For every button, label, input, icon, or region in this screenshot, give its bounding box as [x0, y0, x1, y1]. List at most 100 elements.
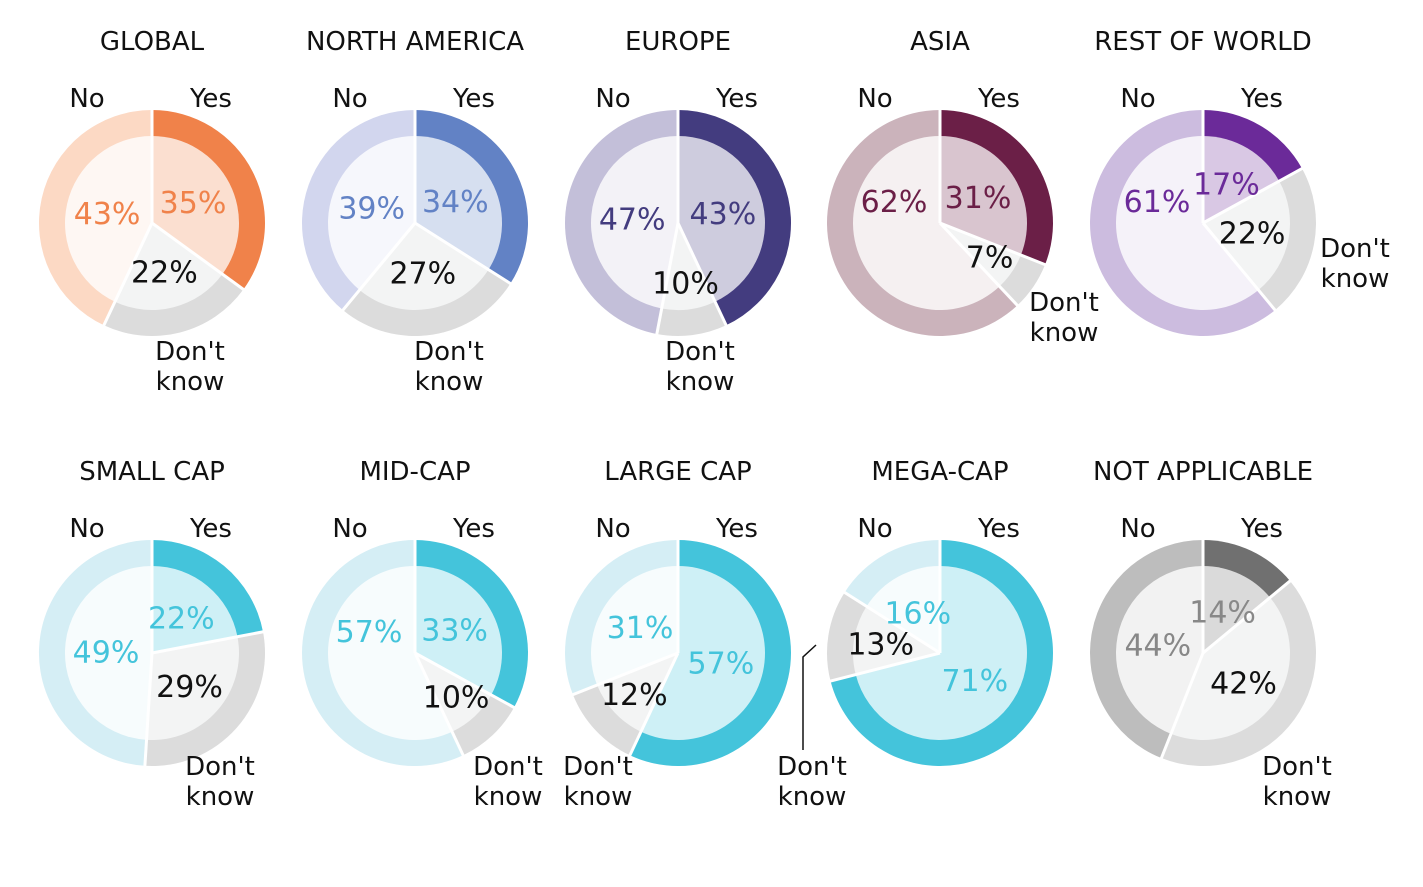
slice-inner-dont-know: [415, 653, 492, 732]
value-label-no: 47%: [599, 203, 666, 238]
value-label-dont-know: 13%: [847, 628, 914, 663]
slice-separator: [655, 222, 680, 336]
category-label-dont-know: Don't know: [1029, 288, 1099, 348]
slice-separator: [1201, 222, 1277, 312]
value-label-no: 57%: [336, 615, 403, 650]
chart-title: MEGA-CAP: [871, 457, 1008, 487]
category-label-no: No: [332, 84, 367, 114]
value-label-no: 62%: [861, 185, 928, 220]
slice-separator: [842, 590, 941, 655]
chart-title: ASIA: [910, 27, 970, 57]
slice-inner-no: [590, 566, 678, 686]
category-label-dont-know: Don't know: [563, 752, 633, 812]
chart-title: REST OF WORLD: [1094, 27, 1312, 57]
pie-small-cap: 22% 29% 49% SMALL CAP Yes No Don't know: [38, 457, 266, 812]
pie-europe: 43% 10% 47% EUROPE Yes No Don't know: [564, 27, 792, 397]
slice-separator: [414, 651, 516, 710]
value-label-yes: 43%: [690, 197, 757, 232]
category-label-no: No: [1120, 514, 1155, 544]
category-label-dont-know: Don't know: [414, 337, 484, 397]
category-label-yes: Yes: [1240, 514, 1283, 544]
pie-global: 35% 22% 43% GLOBAL Yes No Don't know: [38, 27, 266, 397]
value-label-dont-know: 10%: [423, 681, 490, 716]
value-label-no: 43%: [74, 197, 141, 232]
value-label-no: 49%: [73, 636, 140, 671]
slice-separator: [341, 222, 417, 312]
pie-large-cap: 57% 12% 31% LARGE CAP Yes No Don't know: [563, 457, 791, 812]
category-label-dont-know: Don't know: [473, 752, 543, 812]
value-label-no: 16%: [884, 597, 951, 632]
slice-inner-no: [866, 566, 940, 653]
value-label-yes: 14%: [1189, 595, 1256, 630]
pie-not-applicable: 14% 42% 44% NOT APPLICABLE Yes No Don't know: [1090, 457, 1332, 812]
chart-title: SMALL CAP: [79, 457, 225, 487]
category-label-yes: Yes: [452, 84, 495, 114]
slice-separator: [939, 221, 1047, 267]
value-label-yes: 34%: [422, 185, 489, 220]
chart-title: EUROPE: [625, 27, 731, 57]
chart-title: MID-CAP: [359, 457, 470, 487]
value-label-yes: 71%: [941, 664, 1008, 699]
pie-mid-cap: 33% 10% 57% MID-CAP Yes No Don't know: [302, 457, 543, 812]
chart-title: NORTH AMERICA: [306, 27, 524, 57]
value-label-no: 44%: [1124, 628, 1191, 663]
slice-inner-no: [327, 566, 453, 741]
category-label-no: No: [595, 84, 630, 114]
slice-inner-dont-know: [146, 636, 240, 741]
slice-inner-no: [65, 136, 152, 302]
category-label-yes: Yes: [715, 84, 758, 114]
value-label-dont-know: 22%: [131, 255, 198, 290]
value-label-no: 39%: [338, 191, 405, 226]
pie-north-america: 34% 27% 39% NORTH AMERICA Yes No Don't know: [301, 27, 529, 397]
value-label-yes: 35%: [160, 186, 227, 221]
value-label-dont-know: 29%: [156, 670, 223, 705]
slice-separator: [413, 652, 465, 757]
slice-inner-yes: [1203, 566, 1271, 653]
leader-line: [802, 644, 817, 750]
category-label-no: No: [857, 84, 892, 114]
slice-separator: [676, 222, 728, 327]
category-label-dont-know: Don't know: [155, 337, 225, 397]
value-label-dont-know: 22%: [1219, 216, 1286, 251]
category-label-no: No: [69, 84, 104, 114]
value-label-dont-know: 27%: [389, 256, 456, 291]
category-label-no: No: [332, 514, 367, 544]
slice-separator: [102, 222, 154, 327]
category-label-dont-know: Don't know: [185, 752, 255, 812]
value-label-dont-know: 10%: [652, 267, 719, 302]
slice-separator: [151, 221, 246, 292]
category-label-yes: Yes: [715, 514, 758, 544]
slice-separator: [571, 651, 679, 697]
pie-rest-of-world: 17% 22% 61% REST OF WORLD Yes No Don't know: [1090, 27, 1390, 336]
slice-inner-yes: [415, 566, 502, 695]
category-label-dont-know: Don't know: [777, 752, 847, 812]
slice-inner-yes: [940, 135, 1028, 256]
category-label-yes: Yes: [189, 84, 232, 114]
value-label-no: 31%: [607, 611, 674, 646]
value-label-no: 61%: [1124, 185, 1191, 220]
value-label-dont-know: 7%: [966, 241, 1014, 276]
value-label-yes: 17%: [1193, 167, 1260, 202]
slice-inner-yes: [640, 566, 766, 741]
category-label-yes: Yes: [189, 514, 232, 544]
slice-inner-dont-know: [359, 223, 489, 311]
category-label-no: No: [69, 514, 104, 544]
slice-inner-dont-know: [1203, 181, 1290, 291]
slice-inner-dont-know: [1170, 597, 1290, 741]
slice-separator: [151, 630, 265, 655]
slice-separator: [143, 652, 154, 767]
value-label-dont-know: 42%: [1210, 666, 1277, 701]
slice-inner-yes: [1203, 136, 1280, 223]
slice-separator: [414, 221, 513, 286]
category-label-dont-know: Don't know: [1320, 234, 1390, 294]
slice-inner-no: [1115, 565, 1203, 734]
slice-inner-dont-know: [940, 223, 1021, 287]
slice-separator: [1202, 166, 1304, 225]
category-label-yes: Yes: [1240, 84, 1283, 114]
value-label-yes: 33%: [421, 614, 488, 649]
chart-title: GLOBAL: [100, 27, 205, 57]
chart-title: LARGE CAP: [604, 457, 751, 487]
slice-separator: [1159, 652, 1205, 760]
category-label-no: No: [595, 514, 630, 544]
